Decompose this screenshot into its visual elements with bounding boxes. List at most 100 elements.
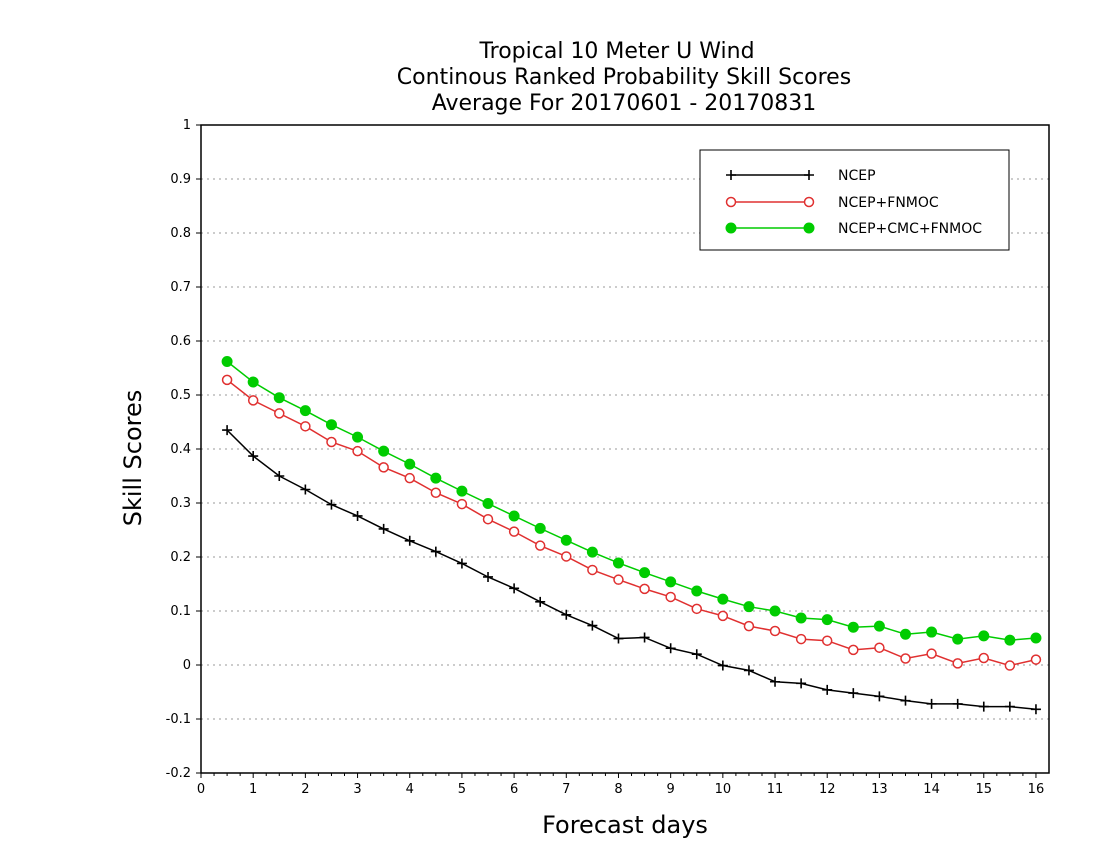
data-point-ncep-fnmoc: [926, 648, 937, 659]
data-point-ncep-fnmoc: [691, 603, 703, 615]
y-tick-label: 0.2: [170, 550, 191, 565]
data-point-ncep: [404, 535, 415, 546]
data-point-ncep-cmc-fnmoc: [404, 458, 416, 470]
x-tick-label: 14: [923, 782, 940, 797]
series-layer: [221, 356, 1042, 715]
y-tick-label: 0: [183, 658, 191, 673]
data-point-ncep-cmc-fnmoc: [1004, 634, 1016, 646]
data-point-ncep-fnmoc: [874, 642, 885, 653]
data-point-ncep-fnmoc: [352, 445, 363, 457]
legend-marker: [726, 170, 736, 180]
x-tick-label: 5: [458, 782, 466, 797]
y-tick-label: 0.7: [170, 280, 191, 295]
data-point-ncep-fnmoc: [456, 498, 468, 510]
data-point-ncep-fnmoc: [482, 513, 494, 525]
data-point-ncep-cmc-fnmoc: [665, 576, 677, 588]
data-point-ncep-cmc-fnmoc: [691, 585, 703, 597]
data-point-ncep-fnmoc: [821, 635, 833, 646]
data-point-ncep-cmc-fnmoc: [717, 593, 729, 605]
data-point-ncep: [274, 471, 285, 481]
x-tick-label: 2: [301, 782, 309, 797]
data-point-ncep: [248, 451, 259, 462]
data-point-ncep-cmc-fnmoc: [899, 628, 911, 640]
data-point-ncep-fnmoc: [978, 652, 990, 664]
legend-marker: [725, 222, 737, 234]
data-point-ncep-fnmoc: [900, 653, 911, 664]
legend-entry-ncep: NCEP: [726, 168, 876, 184]
data-point-ncep: [639, 632, 650, 643]
legend-marker: [725, 196, 737, 208]
data-point-ncep-fnmoc: [508, 526, 520, 537]
x-tick-label: 8: [614, 782, 622, 797]
data-point-ncep: [978, 701, 989, 712]
data-point-ncep: [561, 609, 572, 620]
data-point-ncep: [691, 649, 702, 660]
data-point-ncep-cmc-fnmoc: [534, 522, 546, 534]
data-point-ncep: [848, 688, 859, 699]
data-point-ncep-fnmoc: [613, 574, 624, 585]
legend-entry-ncep-cmc-fnmoc: NCEP+CMC+FNMOC: [725, 221, 982, 237]
data-point-ncep-fnmoc: [795, 633, 807, 645]
data-point-ncep-cmc-fnmoc: [508, 510, 520, 522]
data-point-ncep: [717, 660, 728, 671]
data-point-ncep-cmc-fnmoc: [299, 405, 311, 417]
data-point-ncep-cmc-fnmoc: [743, 601, 755, 613]
data-point-ncep: [900, 695, 911, 706]
y-axis-label: Skill Scores: [119, 390, 147, 527]
x-tick-label: 15: [975, 782, 992, 797]
y-tick-label: -0.1: [166, 712, 191, 727]
x-tick-label: 12: [819, 782, 836, 797]
legend-box: [699, 149, 1010, 251]
data-point-ncep-fnmoc: [743, 620, 755, 632]
data-point-ncep-cmc-fnmoc: [378, 445, 390, 457]
data-point-ncep-fnmoc: [378, 462, 389, 473]
y-tick-label: 0.4: [170, 442, 191, 457]
data-point-ncep: [796, 678, 807, 689]
data-point-ncep-fnmoc: [769, 625, 781, 637]
x-tick-label: 13: [871, 782, 888, 797]
data-point-ncep: [222, 425, 233, 436]
data-point-ncep: [326, 499, 337, 510]
data-point-ncep-fnmoc: [404, 472, 415, 484]
data-point-ncep: [1030, 704, 1041, 715]
series-line-ncep-fnmoc: [226, 379, 1037, 667]
series-line-ncep: [226, 429, 1037, 711]
data-point-ncep: [613, 633, 624, 644]
data-point-ncep-cmc-fnmoc: [795, 612, 807, 624]
x-tick-label: 1: [249, 782, 257, 797]
data-point-ncep-fnmoc: [430, 487, 442, 498]
y-tick-label: -0.2: [166, 766, 191, 781]
data-point-ncep-cmc-fnmoc: [430, 472, 442, 484]
y-tick-label: 1: [183, 118, 191, 133]
y-tick-label: 0.9: [170, 172, 191, 187]
legend: NCEP NCEP+FNMOC NCEP+CMC+FNMOC: [699, 149, 1010, 251]
data-point-ncep-fnmoc: [534, 540, 546, 551]
legend-label: NCEP: [838, 168, 876, 184]
data-point-ncep: [483, 571, 494, 582]
data-point-ncep-cmc-fnmoc: [1030, 632, 1042, 644]
data-point-ncep-cmc-fnmoc: [847, 621, 859, 633]
data-point-ncep-fnmoc: [639, 583, 650, 595]
y-tick-label: 0.6: [170, 334, 191, 349]
data-point-ncep-cmc-fnmoc: [221, 356, 233, 368]
y-tick-label: 0.5: [170, 388, 191, 403]
legend-label: NCEP+CMC+FNMOC: [838, 221, 982, 237]
data-point-ncep: [822, 684, 833, 695]
x-axis: 0 1 2 3 4 5 6 7 8 9 10 11 12 13 14 15 16: [197, 773, 1044, 797]
data-point-ncep-cmc-fnmoc: [560, 534, 572, 546]
data-point-ncep-cmc-fnmoc: [612, 557, 624, 569]
y-tick-label: 0.1: [170, 604, 191, 619]
data-point-ncep-cmc-fnmoc: [352, 431, 364, 443]
data-point-ncep: [352, 510, 363, 521]
series-ncep: [222, 425, 1041, 715]
data-point-ncep-cmc-fnmoc: [456, 485, 468, 497]
x-tick-label: 9: [667, 782, 675, 797]
data-point-ncep: [430, 546, 441, 557]
data-point-ncep-cmc-fnmoc: [482, 498, 494, 510]
y-tick-label: 0.8: [170, 226, 191, 241]
y-tick-label: 0.3: [170, 496, 191, 511]
y-axis: -0.2 -0.1 0 0.1 0.2 0.3 0.4 0.5 0.6 0.7 0.8 0.9 1: [166, 118, 201, 781]
data-point-ncep-cmc-fnmoc: [325, 419, 337, 431]
data-point-ncep-cmc-fnmoc: [586, 546, 598, 558]
